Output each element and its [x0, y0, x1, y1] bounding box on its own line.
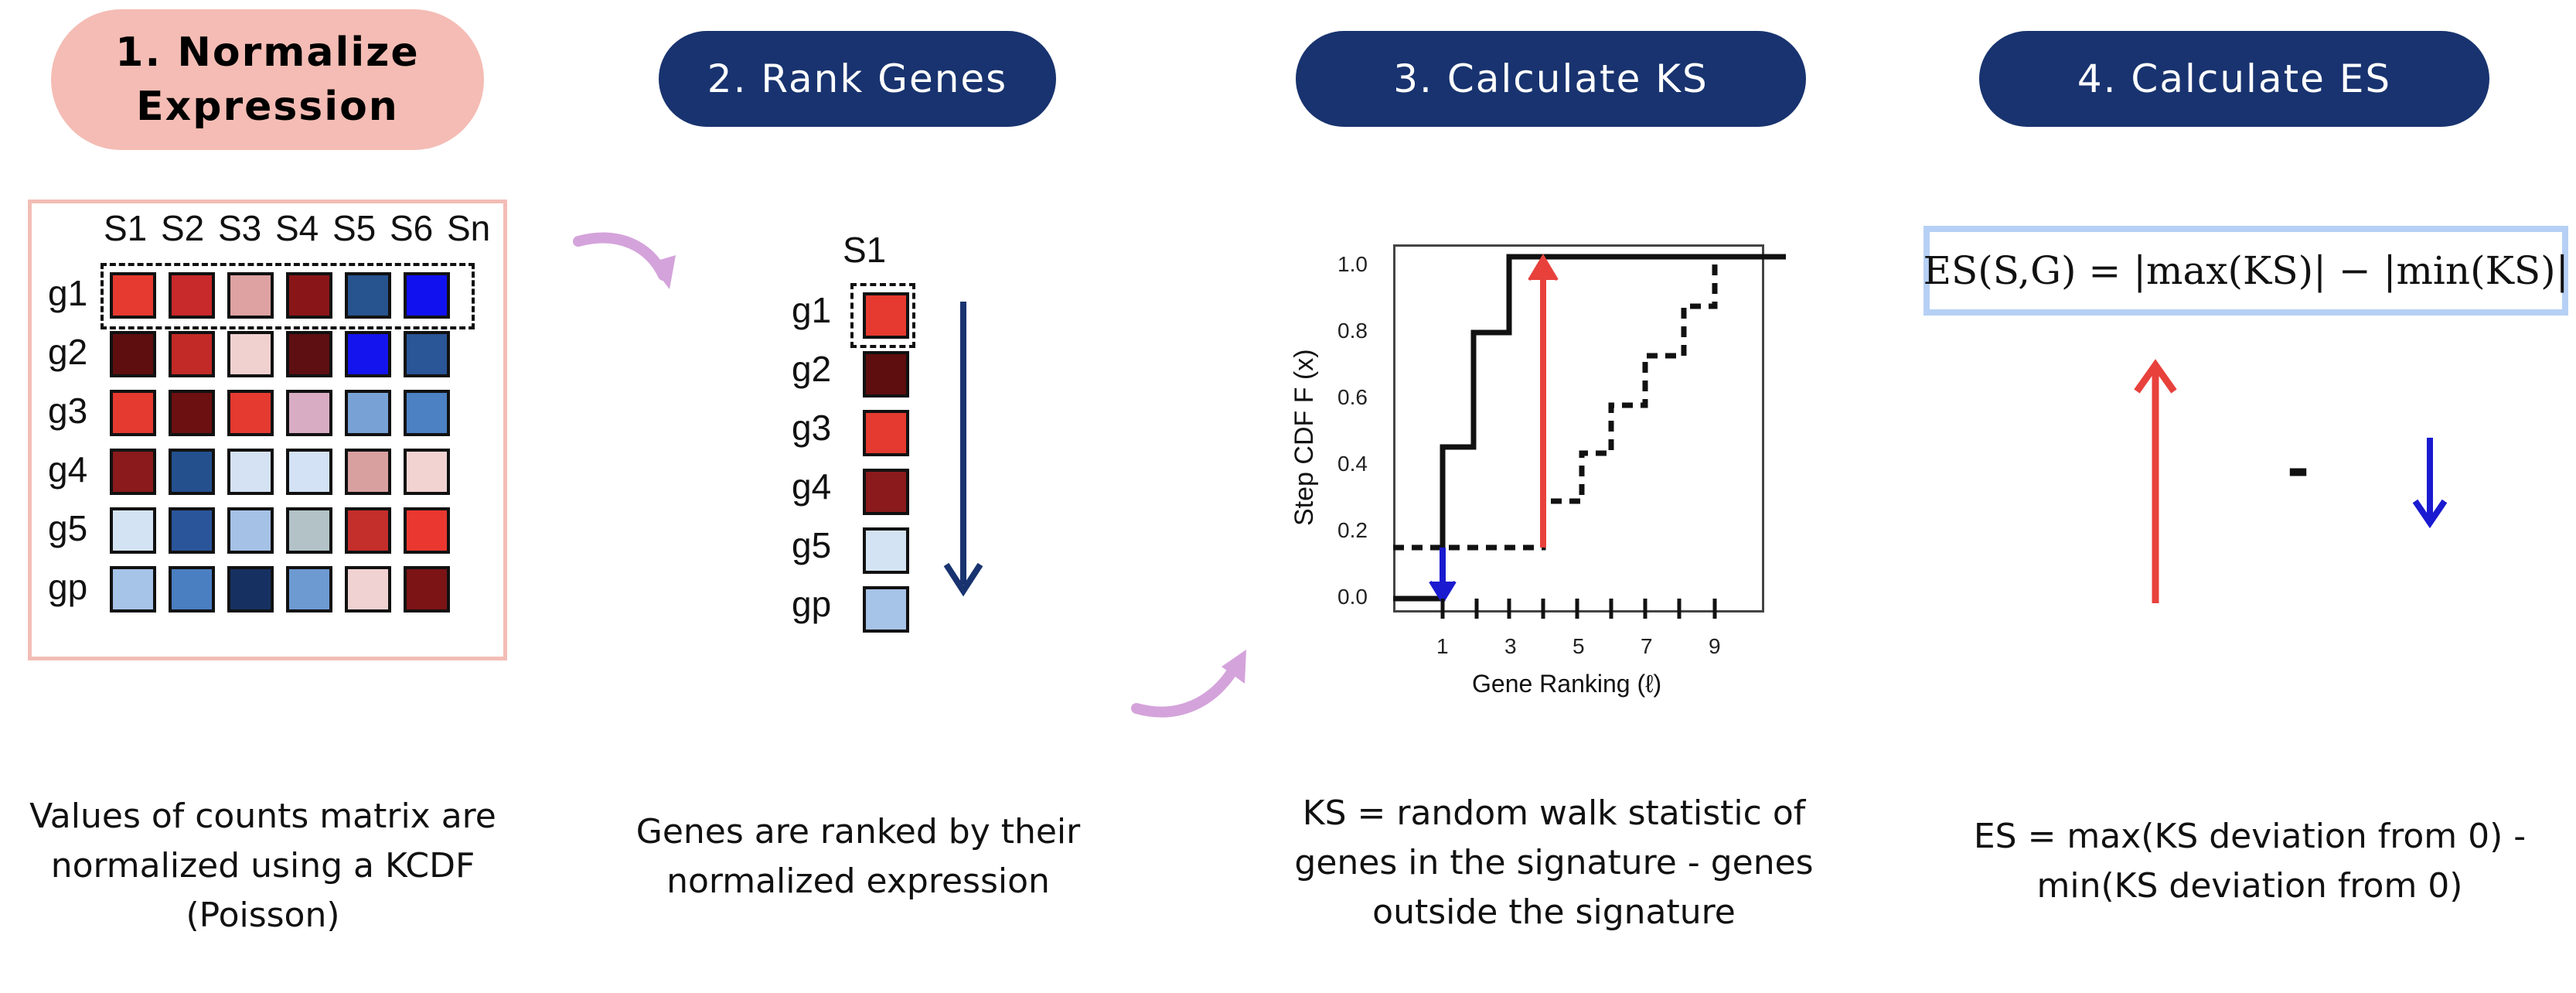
- matrix-cell: [345, 507, 391, 554]
- matrix-row-label: gp: [48, 567, 88, 607]
- ranked-row-label: g4: [792, 466, 832, 507]
- ranked-row-label: gp: [792, 584, 832, 624]
- es-up-arrow-icon: [2134, 359, 2177, 603]
- matrix-cell: [110, 566, 156, 613]
- matrix-cell: [227, 390, 274, 436]
- ks-xlabel: Gene Ranking (ℓ): [1472, 670, 1662, 698]
- es-formula: ES(S,G) = |max(KS)| − |min(KS)|: [1923, 226, 2569, 316]
- matrix-cell: [227, 566, 274, 613]
- matrix-cell: [110, 331, 156, 377]
- matrix-column-label: S3: [218, 208, 262, 248]
- ranked-row-label: g3: [792, 408, 832, 448]
- matrix-cell: [169, 566, 215, 613]
- matrix-cell: [110, 272, 156, 319]
- ks-xtick: 1: [1436, 634, 1449, 658]
- matrix-column-label: S1: [104, 208, 148, 248]
- ks-ylabel: Step CDF F (x): [1290, 349, 1319, 526]
- matrix-cell: [345, 390, 391, 436]
- matrix-column-label: S6: [390, 208, 434, 248]
- matrix-cell: [110, 390, 156, 436]
- ks-red-arrow-head: [1528, 254, 1559, 282]
- matrix-cell: [286, 566, 332, 613]
- ranked-column-label: S1: [843, 230, 887, 270]
- ks-xtick: 7: [1641, 634, 1653, 658]
- matrix-cell: [404, 331, 450, 377]
- ranked-row-label: g1: [792, 290, 832, 330]
- matrix-cell: [169, 507, 215, 554]
- caption-rank: Genes are ranked by their normalized exp…: [635, 812, 1081, 901]
- ks-xtick: 5: [1573, 634, 1585, 658]
- matrix-row-label: g5: [48, 508, 88, 548]
- matrix-cell: [345, 566, 391, 613]
- ranked-cell: [863, 527, 909, 574]
- matrix-cell: [404, 507, 450, 554]
- rank-down-arrow-icon: [943, 302, 983, 597]
- caption-normalize: Values of counts matrix are normalized u…: [29, 797, 496, 935]
- matrix-cell: [110, 449, 156, 495]
- matrix-column-label: S2: [161, 208, 205, 248]
- matrix-cell: [110, 507, 156, 554]
- minus-sign: -: [2287, 438, 2310, 501]
- matrix-column-label: S4: [275, 208, 319, 248]
- matrix-cell: [169, 272, 215, 319]
- caption-es: ES = max(KS deviation from 0) - min(KS d…: [1973, 817, 2527, 906]
- ks-ytick: 0.8: [1337, 319, 1368, 343]
- step-normalize-pill: 1. Normalize Expression: [51, 9, 484, 150]
- matrix-cell: [227, 507, 274, 554]
- matrix-cell: [169, 390, 215, 436]
- matrix-cell: [286, 272, 332, 319]
- matrix-row-label: g3: [48, 391, 88, 431]
- ranked-row-label: g5: [792, 525, 832, 565]
- matrix-cell: [345, 449, 391, 495]
- ranked-cell: [863, 292, 909, 339]
- matrix-cell: [227, 331, 274, 377]
- caption-ks: KS = random walk statistic of genes in t…: [1294, 793, 1814, 932]
- matrix-cell: [404, 272, 450, 319]
- matrix-row-label: g4: [48, 449, 88, 490]
- signature-dashed-box: [101, 263, 475, 329]
- matrix-cell: [404, 566, 450, 613]
- matrix-cell: [404, 390, 450, 436]
- matrix-cell: [286, 449, 332, 495]
- matrix-cell: [227, 272, 274, 319]
- matrix-cell: [286, 331, 332, 377]
- matrix-cell: [286, 507, 332, 554]
- ranked-row-label: g2: [792, 349, 832, 389]
- matrix-column-label: S5: [332, 208, 377, 248]
- ranked-cell: [863, 469, 909, 515]
- ranked-dashed-box: [850, 283, 915, 348]
- ks-ytick: 1.0: [1337, 252, 1368, 276]
- ks-ytick: 0.4: [1337, 452, 1368, 476]
- matrix-frame: [28, 200, 507, 660]
- ks-xtick: 9: [1709, 634, 1721, 658]
- ks-ytick: 0.2: [1337, 518, 1368, 542]
- matrix-cell: [345, 272, 391, 319]
- matrix-cell: [169, 331, 215, 377]
- ks-xtick: 3: [1504, 634, 1517, 658]
- ks-ytick: 0.0: [1337, 585, 1368, 609]
- ranked-cell: [863, 586, 909, 633]
- ranked-cell: [863, 351, 909, 398]
- matrix-cell: [169, 449, 215, 495]
- step-es-pill: 4. Calculate ES: [1979, 31, 2489, 127]
- matrix-cell: [404, 449, 450, 495]
- matrix-cell: [227, 449, 274, 495]
- step-ks-pill: 3. Calculate KS: [1296, 31, 1806, 127]
- curved-arrow-2-icon: [1131, 658, 1242, 718]
- matrix-row-label: g2: [48, 332, 88, 372]
- ks-ytick: 0.6: [1337, 385, 1368, 409]
- ranked-cell: [863, 410, 909, 456]
- matrix-row-label: g1: [48, 273, 88, 313]
- matrix-column-label: Sn: [447, 208, 491, 248]
- matrix-cell: [345, 331, 391, 377]
- step-rank-pill: 2. Rank Genes: [659, 31, 1056, 127]
- es-down-arrow-icon: [2412, 438, 2448, 529]
- matrix-cell: [286, 390, 332, 436]
